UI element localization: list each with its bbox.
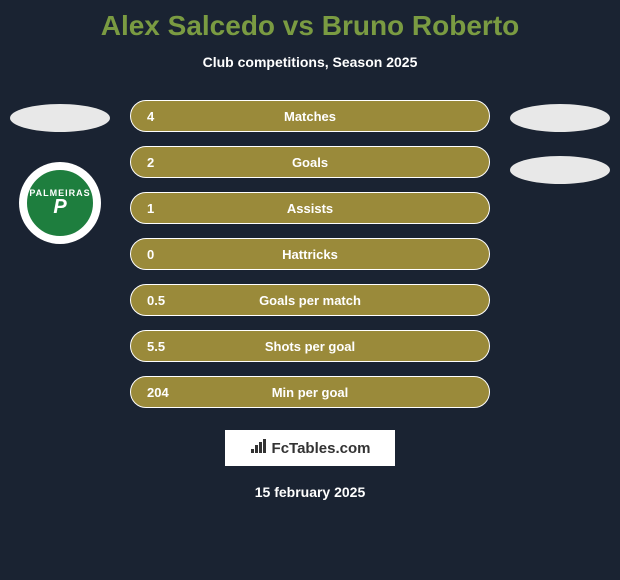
stat-label: Shots per goal — [147, 339, 473, 354]
player-right-column — [510, 100, 610, 184]
stat-label: Goals — [147, 155, 473, 170]
stat-label: Matches — [147, 109, 473, 124]
stat-value: 5.5 — [147, 339, 165, 354]
club-initial: P — [53, 196, 66, 219]
stat-bar-matches: 4 Matches — [130, 100, 490, 132]
club-badge-inner: PALMEIRAS P — [25, 168, 95, 238]
comparison-container: Alex Salcedo vs Bruno Roberto Club compe… — [0, 0, 620, 580]
chart-icon — [250, 439, 268, 458]
stat-bar-goals: 2 Goals — [130, 146, 490, 178]
stat-bar-min-per-goal: 204 Min per goal — [130, 376, 490, 408]
club-badge-left: PALMEIRAS P — [19, 162, 101, 244]
stats-column: 4 Matches 2 Goals 1 Assists 0 Hattricks … — [130, 100, 490, 408]
footer-date: 15 february 2025 — [255, 484, 366, 500]
player-right-placeholder-1 — [510, 104, 610, 132]
stat-label: Assists — [147, 201, 473, 216]
stat-value: 0 — [147, 247, 154, 262]
stat-value: 2 — [147, 155, 154, 170]
stat-bar-hattricks: 0 Hattricks — [130, 238, 490, 270]
player-left-placeholder — [10, 104, 110, 132]
stat-value: 4 — [147, 109, 154, 124]
stat-label: Min per goal — [147, 385, 473, 400]
stat-label: Hattricks — [147, 247, 473, 262]
stat-value: 1 — [147, 201, 154, 216]
stat-bar-assists: 1 Assists — [130, 192, 490, 224]
player-right-placeholder-2 — [510, 156, 610, 184]
stat-bar-goals-per-match: 0.5 Goals per match — [130, 284, 490, 316]
page-title: Alex Salcedo vs Bruno Roberto — [101, 10, 520, 42]
stat-value: 0.5 — [147, 293, 165, 308]
footer-logo[interactable]: FcTables.com — [225, 430, 395, 466]
stat-bar-shots-per-goal: 5.5 Shots per goal — [130, 330, 490, 362]
player-left-column: PALMEIRAS P — [10, 100, 110, 244]
page-subtitle: Club competitions, Season 2025 — [203, 54, 418, 70]
footer-logo-text: FcTables.com — [272, 440, 371, 457]
stat-label: Goals per match — [147, 293, 473, 308]
stat-value: 204 — [147, 385, 169, 400]
content-area: PALMEIRAS P 4 Matches 2 Goals 1 Assists … — [0, 100, 620, 408]
